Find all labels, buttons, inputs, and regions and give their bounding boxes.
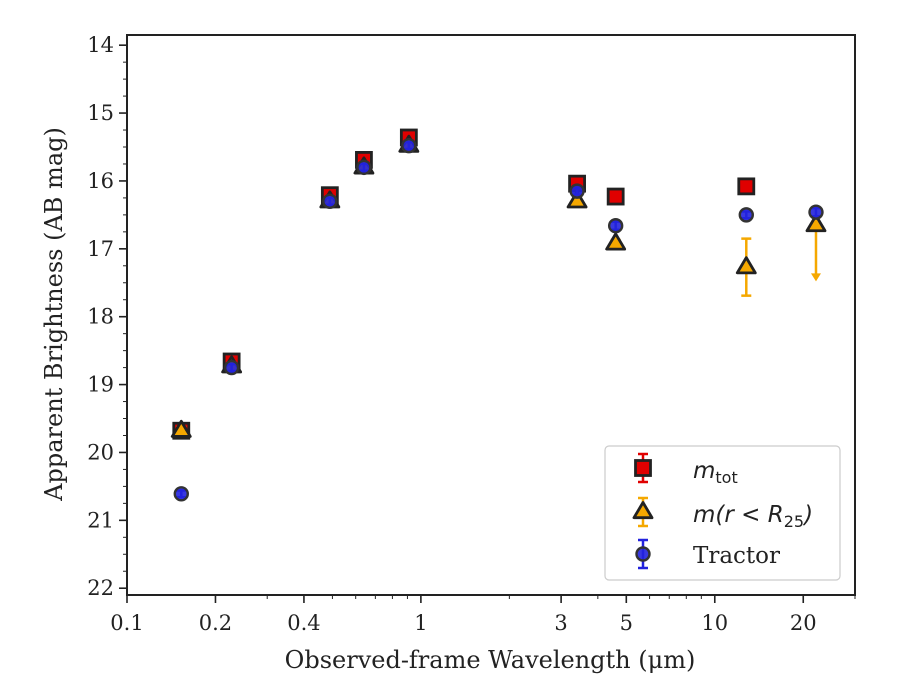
legend-markers	[632, 452, 654, 570]
data-point-triangle	[566, 190, 588, 209]
x-tick-label: 1	[414, 611, 427, 635]
legend: mtot m(r < R25) Tractor	[604, 445, 841, 581]
y-tick-label: 19	[87, 373, 114, 397]
x-tick-label: 3	[554, 611, 567, 635]
legend-label-tractor: Tractor	[693, 543, 780, 569]
data-point-circle	[738, 207, 754, 223]
y-tick-label: 21	[87, 508, 114, 532]
legend-mr-suffix: )	[802, 502, 813, 528]
axes-ticks: 14 15 16 17 18 19 20 21 22 0.1 0.2 0.4 1 3 5 10 20	[87, 33, 856, 635]
x-axis-label: Observed-frame Wavelength (μm)	[285, 646, 696, 674]
data-point-circle	[808, 204, 824, 220]
data-point-triangle	[735, 256, 757, 275]
legend-box	[604, 445, 841, 581]
legend-marker-triangle	[632, 501, 654, 520]
x-tick-label: 5	[620, 611, 633, 635]
y-tick-label: 22	[87, 576, 114, 600]
data-point-circle	[401, 137, 417, 154]
data-point-circle	[356, 159, 372, 176]
data-marks	[170, 128, 827, 502]
series-triangle	[170, 134, 827, 438]
y-tick-label: 18	[87, 305, 114, 329]
y-tick-label: 16	[87, 169, 114, 193]
legend-mtot-sub: tot	[715, 468, 737, 487]
data-point-circle	[223, 359, 240, 376]
y-tick-label: 20	[87, 440, 114, 464]
legend-marker-square	[634, 459, 652, 477]
x-tick-label: 20	[790, 611, 817, 635]
y-tick-label: 17	[87, 237, 114, 261]
x-tick-label: 10	[701, 611, 728, 635]
data-point-circle	[322, 193, 338, 210]
legend-label-mr: m(r < R25)	[693, 502, 813, 531]
data-point-circle	[173, 486, 189, 502]
plot-area	[126, 34, 856, 596]
legend-mr-sub: 25	[784, 512, 804, 531]
data-point-square	[606, 187, 625, 206]
data-point-circle	[607, 218, 624, 234]
data-point-triangle	[170, 419, 192, 438]
x-tick-label: 0.4	[287, 611, 320, 635]
x-tick-label: 0.2	[199, 611, 232, 635]
legend-mtot-base: m	[693, 458, 715, 484]
x-tick-label: 0.1	[110, 611, 143, 635]
legend-label-mtot: mtot	[693, 458, 738, 487]
y-tick-label: 14	[87, 33, 114, 57]
plot-border	[126, 34, 856, 596]
upper-limit-arrow	[810, 273, 821, 282]
legend-mr-prefix: m	[693, 502, 715, 528]
y-tick-label: 15	[87, 101, 114, 125]
data-point-triangle	[605, 232, 627, 251]
series-square	[172, 128, 756, 440]
legend-marker-circle	[635, 546, 651, 562]
series-circle	[173, 137, 824, 502]
y-axis-label: Apparent Brightness (AB mag)	[40, 127, 68, 502]
data-point-triangle	[805, 214, 827, 233]
legend-mr-middle: (r < R	[715, 502, 783, 528]
data-point-square	[737, 177, 756, 196]
data-point-circle	[569, 183, 585, 199]
